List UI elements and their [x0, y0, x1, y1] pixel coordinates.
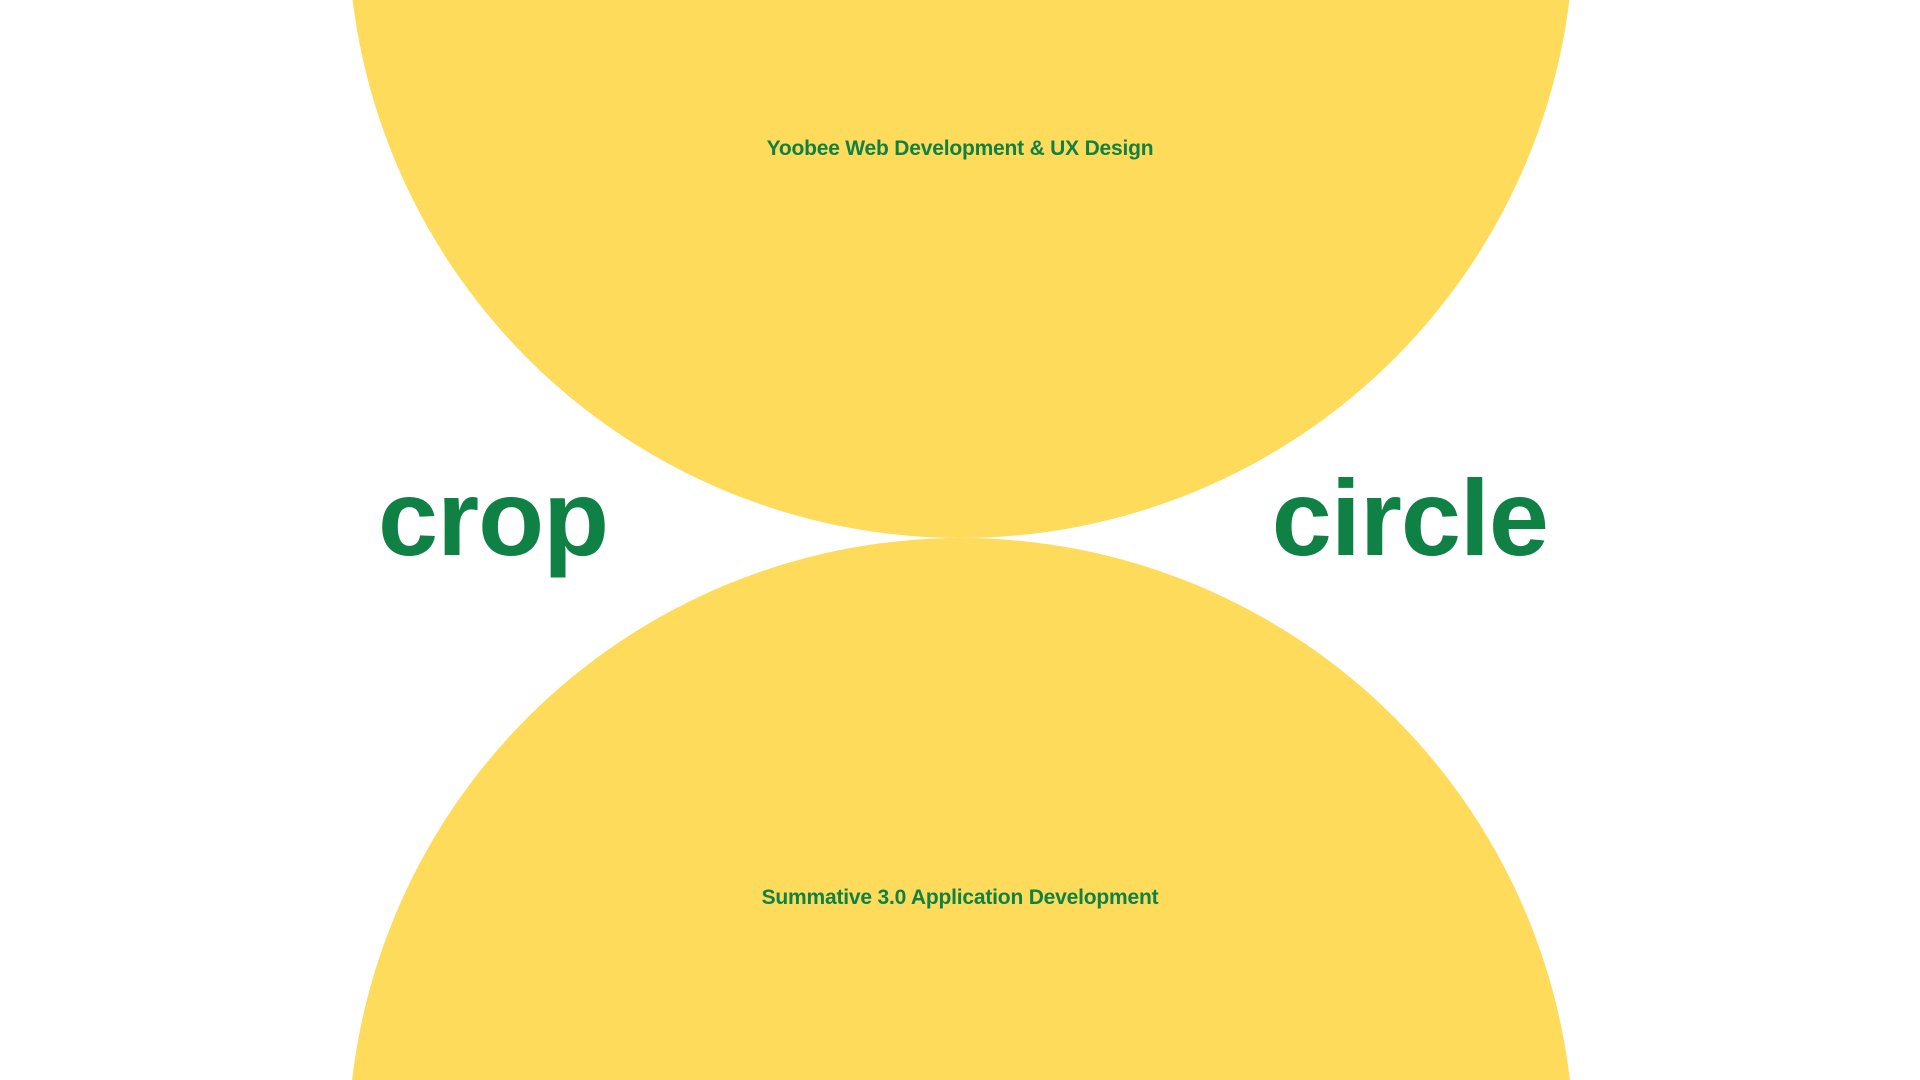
logo-word-crop: crop — [378, 457, 609, 578]
logo-word-circle: circle — [1271, 457, 1549, 578]
program-title: Yoobee Web Development & UX Design — [766, 137, 1154, 160]
course-title: Summative 3.0 Application Development — [761, 886, 1159, 909]
bottom-yellow-circle — [348, 538, 1574, 1080]
